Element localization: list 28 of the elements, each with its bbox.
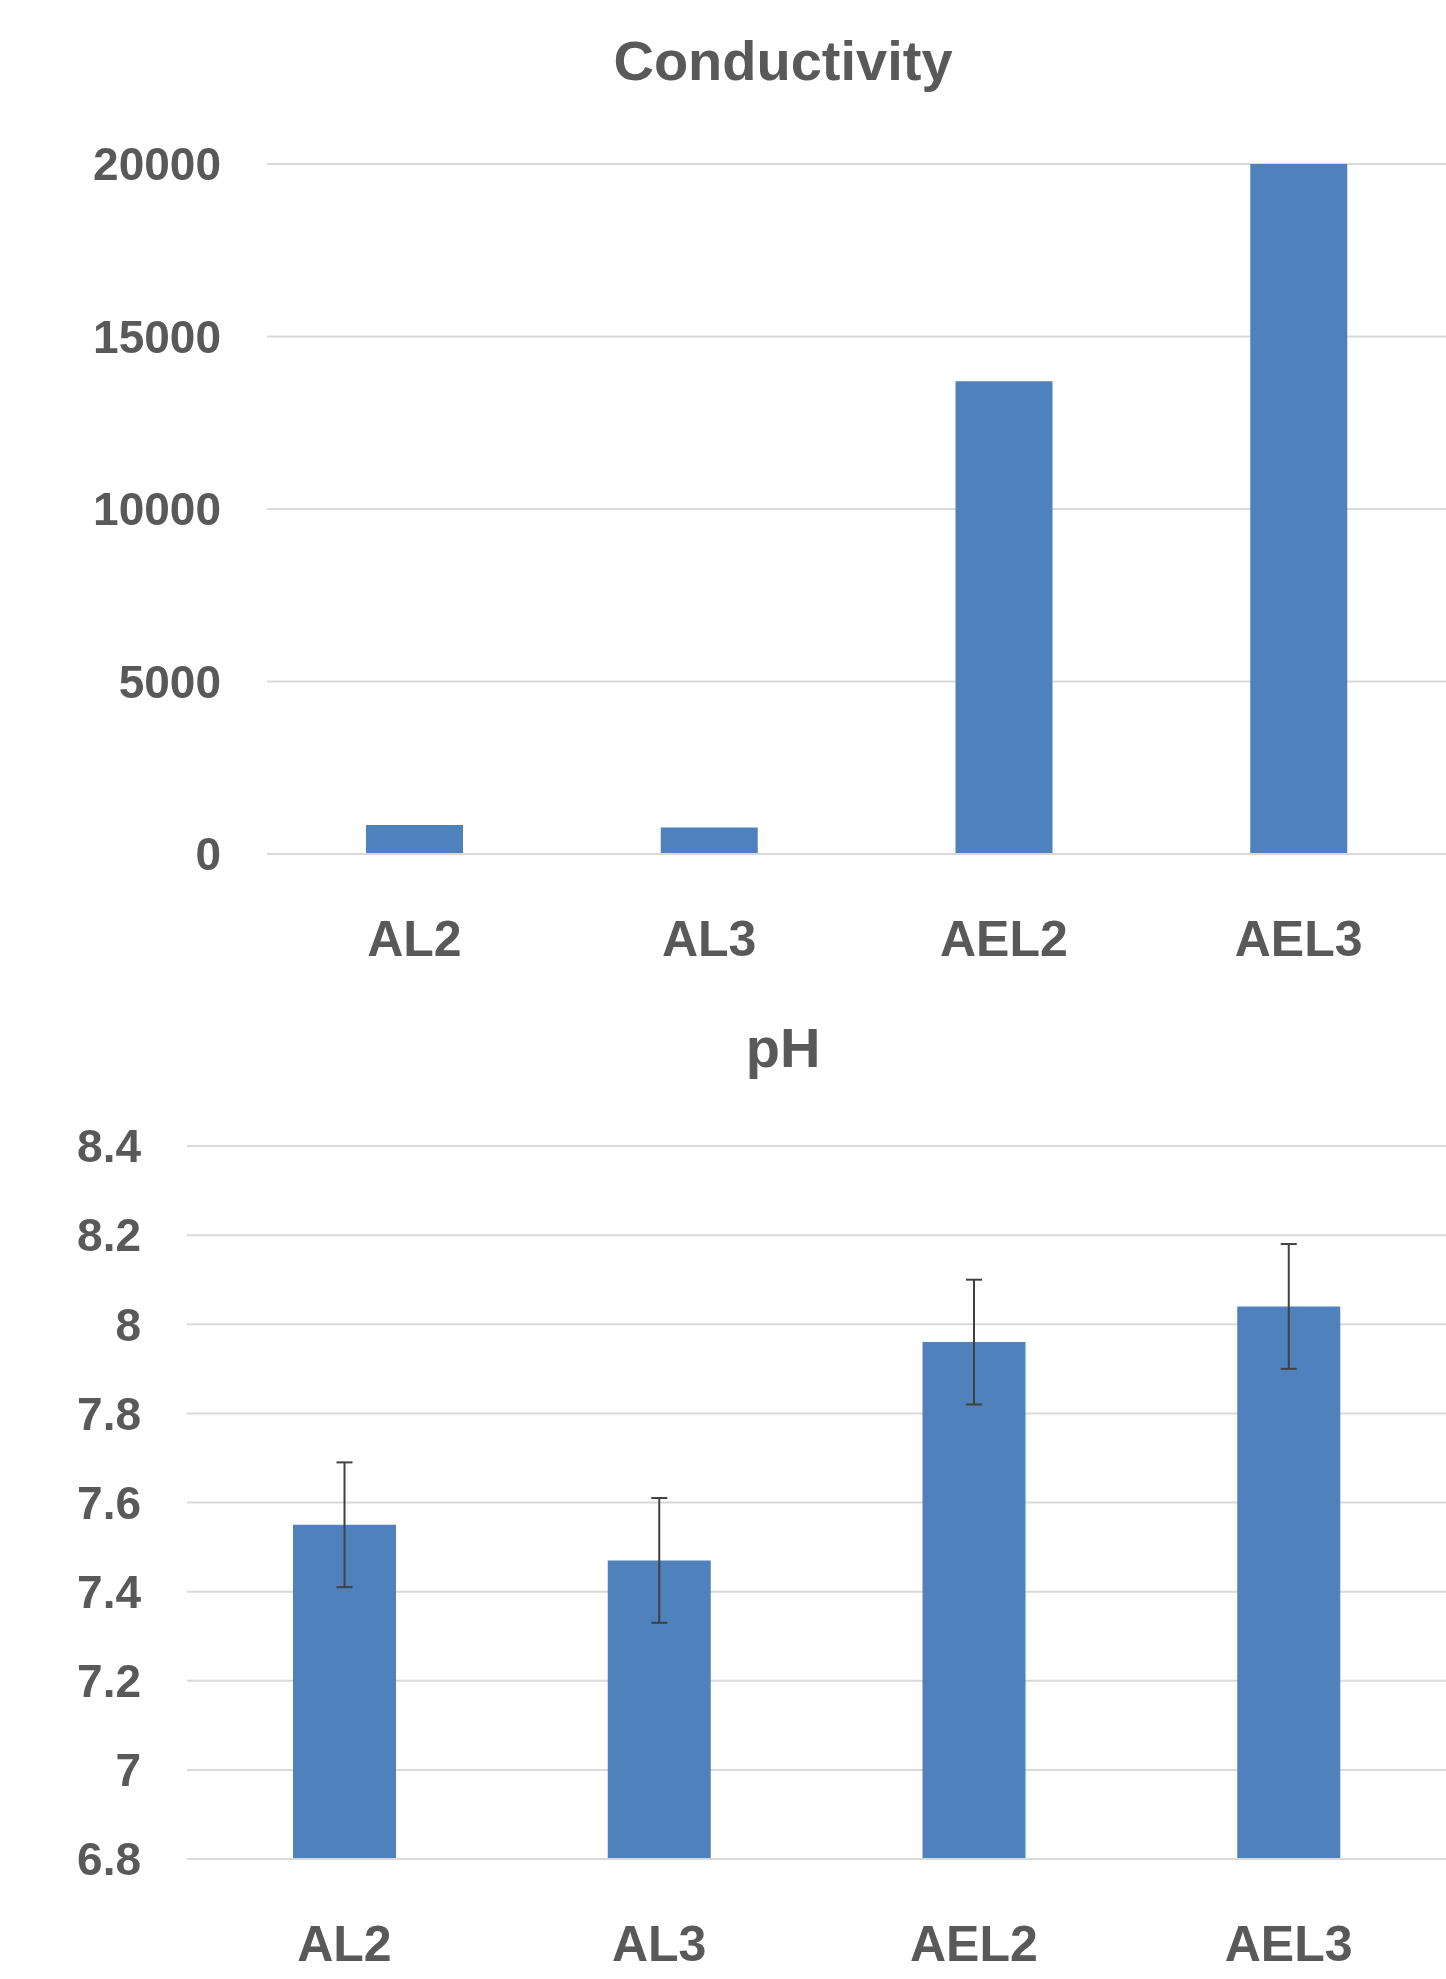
y-tick-label: 7.6 — [77, 1476, 141, 1529]
y-tick-label: 7.8 — [77, 1387, 141, 1440]
y-tick-label: 7.4 — [77, 1565, 142, 1618]
bar — [660, 827, 758, 854]
y-tick-label: 10000 — [93, 483, 221, 536]
chart-title: pH — [744, 1014, 822, 1081]
y-tick-label: 6.8 — [77, 1833, 141, 1886]
y-tick-label: 8 — [115, 1298, 141, 1351]
x-tick-label: AEL2 — [939, 910, 1068, 967]
y-tick-label: 15000 — [93, 310, 221, 363]
x-tick-label: AEL2 — [909, 1915, 1038, 1972]
y-tick-label: 20000 — [93, 138, 221, 191]
bar — [366, 825, 463, 854]
bar — [1250, 164, 1348, 854]
x-tick-label: AL3 — [661, 910, 757, 967]
x-tick-label: AL2 — [297, 1915, 392, 1972]
x-tick-label: AL2 — [367, 910, 462, 967]
x-tick-label: AEL3 — [1224, 1915, 1353, 1972]
y-tick-label: 8.4 — [77, 1120, 142, 1173]
x-tick-label: AL3 — [611, 1915, 707, 1972]
x-tick-label: AEL3 — [1234, 910, 1363, 967]
y-tick-label: 7.2 — [77, 1655, 141, 1708]
y-tick-label: 5000 — [118, 655, 221, 708]
bar — [955, 381, 1053, 854]
y-tick-label: 0 — [195, 828, 221, 881]
chart-title: Conductivity — [612, 27, 954, 94]
y-tick-label: 7 — [115, 1744, 141, 1797]
y-tick-label: 8.2 — [77, 1209, 141, 1262]
